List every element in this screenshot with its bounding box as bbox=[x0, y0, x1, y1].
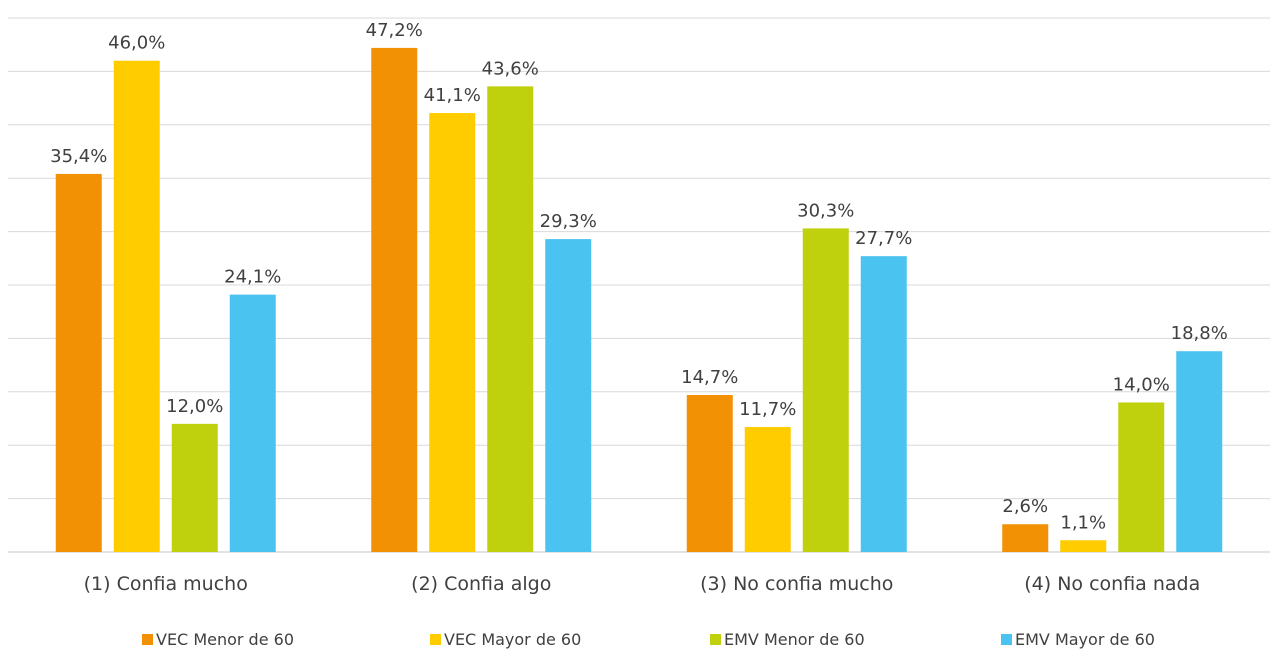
bar bbox=[371, 47, 418, 553]
legend-label: VEC Menor de 60 bbox=[156, 630, 294, 649]
data-label: 24,1% bbox=[224, 267, 281, 288]
legend-swatch bbox=[142, 634, 153, 645]
legend-swatch bbox=[1001, 634, 1012, 645]
category-label: (2) Confia algo bbox=[411, 573, 551, 595]
bar bbox=[802, 228, 849, 552]
bar bbox=[429, 113, 476, 552]
bar bbox=[229, 294, 276, 552]
bar bbox=[860, 256, 907, 552]
bar bbox=[1060, 540, 1107, 552]
legend: VEC Menor de 60 VEC Mayor de 60 EMV Menor … bbox=[142, 630, 1155, 649]
data-label: 46,0% bbox=[108, 33, 165, 54]
data-label: 30,3% bbox=[797, 200, 854, 221]
legend-swatch bbox=[710, 634, 721, 645]
data-label: 1,1% bbox=[1060, 512, 1106, 533]
bar bbox=[171, 423, 218, 552]
bar bbox=[1176, 351, 1223, 552]
data-label: 27,7% bbox=[855, 228, 912, 249]
data-label: 11,7% bbox=[739, 399, 796, 420]
data-label: 29,3% bbox=[540, 211, 597, 232]
bar bbox=[113, 60, 160, 552]
data-labels: 35,4% 46,0% 12,0% 24,1% 47,2% 41,1%43,6% 29,3%… bbox=[50, 20, 1228, 533]
bars bbox=[55, 47, 1223, 553]
data-label: 14,7% bbox=[681, 367, 738, 388]
legend-label: VEC Mayor de 60 bbox=[444, 630, 581, 649]
legend-label: EMV Menor de 60 bbox=[724, 630, 865, 649]
bar bbox=[55, 173, 102, 553]
data-label: 18,8% bbox=[1171, 323, 1228, 344]
bar bbox=[744, 427, 791, 552]
bar bbox=[487, 86, 534, 553]
legend-label: EMV Mayor de 60 bbox=[1015, 630, 1155, 649]
gridlines bbox=[8, 17, 1270, 553]
data-label: 35,4% bbox=[50, 146, 107, 167]
legend-swatch bbox=[430, 634, 441, 645]
bar bbox=[1002, 524, 1049, 552]
data-label: 14,0% bbox=[1113, 374, 1170, 395]
data-label: 12,0% bbox=[166, 396, 223, 417]
category-axis: (1) Confia mucho (2) Confia algo (3) No co… bbox=[84, 573, 1201, 595]
data-label: 2,6% bbox=[1002, 496, 1048, 517]
category-label: (3) No confia mucho bbox=[700, 573, 893, 595]
data-label: 41,1% bbox=[424, 85, 481, 106]
bar bbox=[686, 395, 733, 552]
bar bbox=[545, 239, 592, 553]
category-label: (4) No confia nada bbox=[1024, 573, 1200, 595]
data-label: 43,6% bbox=[482, 58, 539, 79]
data-label: 47,2% bbox=[366, 20, 423, 41]
bar bbox=[1118, 402, 1165, 552]
category-label: (1) Confia mucho bbox=[84, 573, 248, 595]
